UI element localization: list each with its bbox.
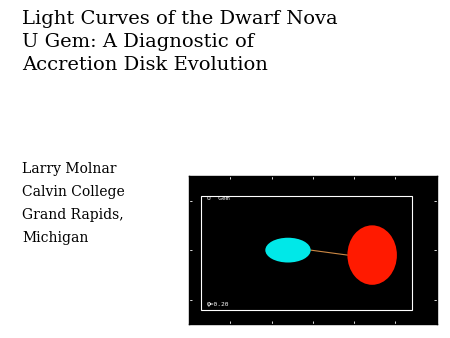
Bar [202,196,412,310]
Text: φ=0.20: φ=0.20 [207,302,230,307]
Text: Light Curves of the Dwarf Nova
U Gem: A Diagnostic of
Accretion Disk Evolution: Light Curves of the Dwarf Nova U Gem: A … [22,10,338,74]
Ellipse shape [266,238,310,263]
Text: U  Gem: U Gem [207,196,230,200]
Text: Larry Molnar
Calvin College
Grand Rapids,
Michigan: Larry Molnar Calvin College Grand Rapids… [22,162,125,245]
Ellipse shape [347,225,397,285]
